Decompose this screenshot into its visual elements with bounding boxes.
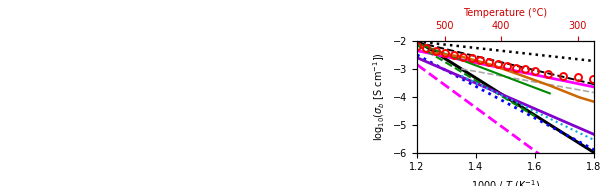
X-axis label: Temperature (°C): Temperature (°C): [463, 8, 548, 18]
X-axis label: 1000 / $T$ (K$^{-1}$): 1000 / $T$ (K$^{-1}$): [471, 178, 540, 186]
Y-axis label: log$_{10}$($\sigma_b$ [S cm$^{-1}$]): log$_{10}$($\sigma_b$ [S cm$^{-1}$]): [371, 52, 388, 141]
